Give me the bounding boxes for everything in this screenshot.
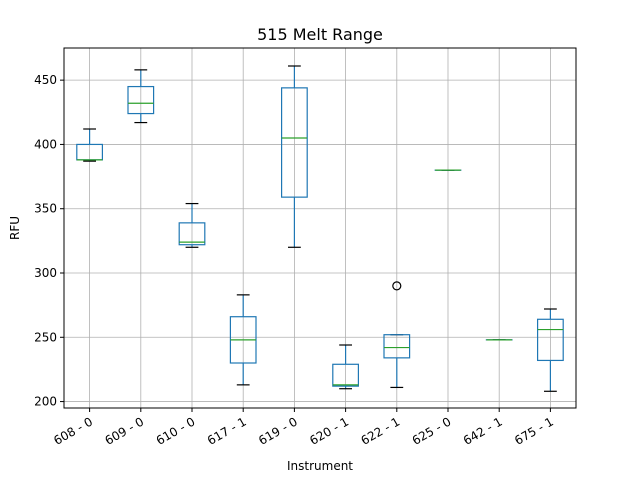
iqr-box	[281, 87, 308, 198]
iqr-box	[178, 222, 206, 246]
box-608-0	[76, 128, 104, 162]
x-tick-label: 609 - 0	[102, 414, 146, 447]
iqr-box	[383, 334, 411, 359]
x-tick-label: 617 - 1	[205, 414, 249, 447]
x-tick-label: 620 - 1	[307, 414, 351, 447]
outlier-point	[392, 281, 402, 291]
box-622-1	[383, 281, 411, 389]
y-axis-label: RFU	[8, 216, 22, 240]
y-tick-label: 200	[34, 395, 57, 409]
iqr-box	[127, 85, 155, 115]
box-675-1	[536, 308, 564, 392]
y-tick-label: 400	[34, 137, 57, 151]
x-tick-label: 625 - 0	[410, 414, 454, 447]
y-tick-label: 300	[34, 266, 57, 280]
x-axis-label: Instrument	[287, 459, 353, 473]
x-tick-label: 675 - 1	[512, 414, 556, 447]
iqr-box	[536, 318, 564, 362]
x-tick-label: 642 - 1	[461, 414, 505, 447]
box-617-1	[229, 294, 257, 386]
x-tick-label: 608 - 0	[51, 414, 95, 447]
x-tick-label: 610 - 0	[154, 414, 198, 447]
box-layer	[76, 65, 564, 392]
x-tick-label: 619 - 0	[256, 414, 300, 447]
box-620-1	[332, 344, 359, 390]
y-tick-label: 250	[34, 330, 57, 344]
y-tick-label: 450	[34, 73, 57, 87]
grid-layer	[64, 48, 576, 408]
plot-frame	[63, 47, 577, 409]
box-619-0	[281, 65, 308, 248]
chart-title: 515 Melt Range	[257, 25, 383, 44]
y-tick-label: 350	[34, 202, 57, 216]
box-609-0	[127, 69, 155, 124]
box-610-0	[178, 202, 206, 248]
iqr-box	[332, 363, 359, 387]
x-tick-label: 622 - 1	[358, 414, 402, 447]
